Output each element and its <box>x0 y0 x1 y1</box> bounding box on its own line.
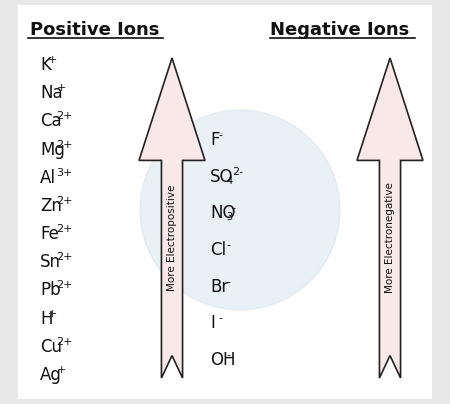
Text: -: - <box>218 130 222 140</box>
Text: 2+: 2+ <box>56 337 73 347</box>
Text: Na: Na <box>40 84 63 102</box>
Text: Ag: Ag <box>40 366 62 384</box>
Text: 2+: 2+ <box>56 196 73 206</box>
Text: H: H <box>40 309 53 328</box>
Text: Pb: Pb <box>40 282 61 299</box>
Circle shape <box>140 110 340 310</box>
Text: F: F <box>210 131 220 149</box>
Text: +: + <box>48 309 58 319</box>
Text: 2+: 2+ <box>56 224 73 234</box>
Text: Mg: Mg <box>40 141 65 158</box>
Text: Cu: Cu <box>40 338 62 356</box>
Text: More Electropositive: More Electropositive <box>167 185 177 291</box>
Polygon shape <box>357 58 423 378</box>
Text: 3: 3 <box>226 213 233 222</box>
Text: 2+: 2+ <box>56 112 73 121</box>
Text: 4: 4 <box>226 176 233 186</box>
Text: Negative Ions: Negative Ions <box>270 21 410 39</box>
Text: 2-: 2- <box>232 167 243 177</box>
Polygon shape <box>139 58 205 378</box>
Text: K: K <box>40 56 51 74</box>
Text: Al: Al <box>40 169 56 187</box>
Text: -: - <box>218 314 222 323</box>
Text: +: + <box>48 55 58 65</box>
Text: SO: SO <box>210 168 234 186</box>
Text: -: - <box>226 350 230 360</box>
Text: Zn: Zn <box>40 197 62 215</box>
Text: +: + <box>56 365 66 375</box>
Text: 3+: 3+ <box>56 168 73 178</box>
Text: +: + <box>56 83 66 93</box>
Text: More Electronegative: More Electronegative <box>385 183 395 293</box>
Text: Br: Br <box>210 278 228 296</box>
Text: -: - <box>226 277 230 287</box>
Text: NO: NO <box>210 204 235 222</box>
Text: 2+: 2+ <box>56 252 73 262</box>
Text: Positive Ions: Positive Ions <box>30 21 160 39</box>
Text: Sn: Sn <box>40 253 61 271</box>
Text: Ca: Ca <box>40 112 62 130</box>
Text: -: - <box>226 240 230 250</box>
Text: Cl: Cl <box>210 241 226 259</box>
Text: OH: OH <box>210 351 235 369</box>
Text: I: I <box>210 314 215 332</box>
Text: Fe: Fe <box>40 225 59 243</box>
Text: -: - <box>232 203 236 213</box>
Text: 2+: 2+ <box>56 280 73 290</box>
Text: 2+: 2+ <box>56 139 73 149</box>
